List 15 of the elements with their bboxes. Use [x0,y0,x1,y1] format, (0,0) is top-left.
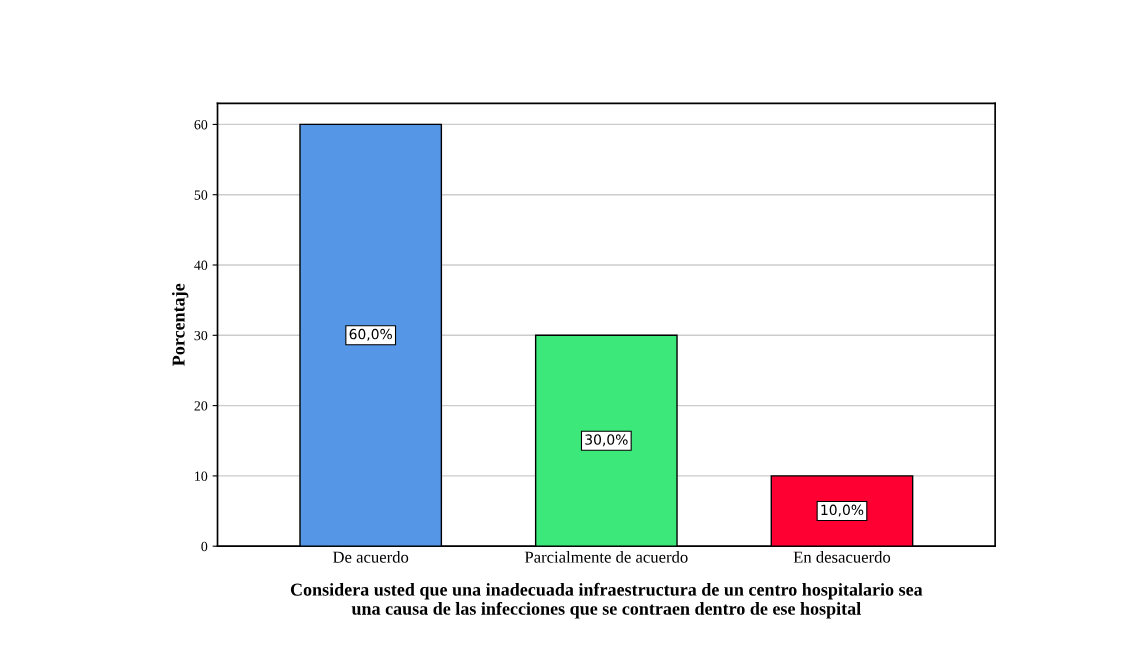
x-axis-title: Considera usted que una inadecuada infraestructura de un centro hospitalario sea una causa de las infecciones que se contraen dentro de ese hospital [290,582,923,619]
y-tick-label: 0 [201,541,208,552]
data-label: 60,0% [349,328,392,341]
x-tick-label: De acuerdo [332,551,409,563]
x-tick-label: Parcialmente de acuerdo [524,551,688,563]
y-axis-title: Porcentaje [171,283,189,366]
y-tick-label: 60 [194,120,208,130]
y-tick-label: 20 [194,401,208,411]
y-tick-label: 30 [194,330,208,341]
y-tick-label: 10 [195,471,208,481]
x-tick-label: En desacuerdo [793,551,891,563]
data-label: 30,0% [585,434,628,447]
data-label: 10,0% [821,504,864,517]
y-tick-label: 40 [194,260,208,270]
y-tick-label: 50 [194,190,208,200]
